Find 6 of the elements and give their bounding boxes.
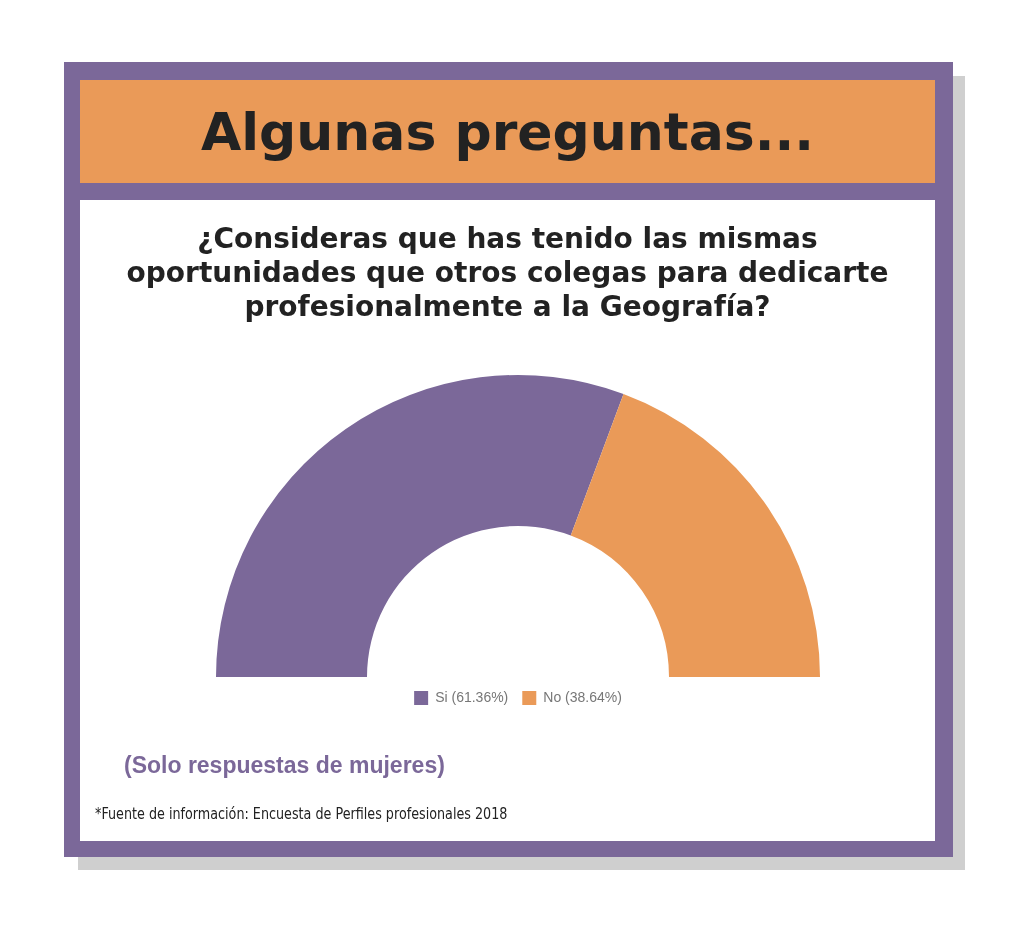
chart-subtitle: ¿Consideras que has tenido las mismas oportunidades que otros colegas para dedicarte profesionalmente a la Geografía? — [125, 222, 890, 324]
legend-label: Si (61.36%) — [435, 688, 509, 705]
chart-title: Algunas preguntas... — [80, 80, 935, 183]
text: (Solo respuestas de mujeres) — [124, 752, 445, 779]
legend-label: No (38.64%) — [543, 688, 622, 705]
text: *Fuente de información: Encuesta de Perfiles profesionales 2018 — [95, 805, 508, 823]
